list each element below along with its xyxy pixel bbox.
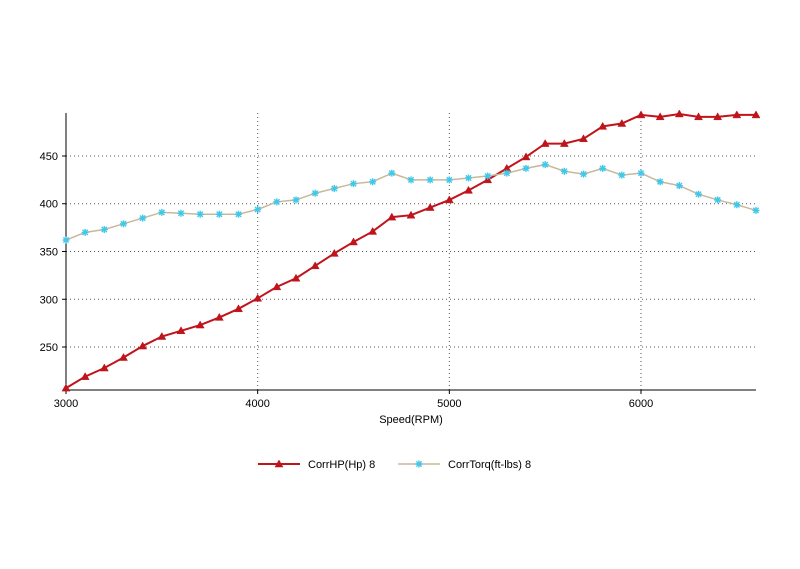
data-point-triangle xyxy=(444,195,454,204)
data-point-star xyxy=(62,236,70,244)
x-tick-label: 6000 xyxy=(629,398,653,410)
data-point-triangle xyxy=(579,134,588,143)
x-tick-label: 5000 xyxy=(437,398,461,410)
data-point-star xyxy=(415,460,423,468)
data-point-triangle xyxy=(713,112,723,121)
data-point-star xyxy=(100,226,108,234)
data-point-star xyxy=(752,206,760,214)
data-point-star xyxy=(273,198,281,206)
data-point-triangle xyxy=(138,341,148,350)
data-point-star xyxy=(254,205,262,213)
series xyxy=(61,109,761,392)
data-point-star xyxy=(733,201,741,209)
data-point-star xyxy=(158,208,166,216)
y-tick-label: 250 xyxy=(40,342,58,354)
data-point-star xyxy=(503,169,511,177)
data-point-star xyxy=(522,164,530,172)
data-point-triangle xyxy=(406,210,416,219)
data-point-triangle xyxy=(119,353,128,361)
data-point-star xyxy=(445,176,453,184)
legend-label: CorrTorq(ft-lbs) 8 xyxy=(448,459,531,471)
data-point-star xyxy=(656,178,664,186)
data-point-star xyxy=(196,210,204,218)
data-point-triangle xyxy=(425,203,435,211)
data-point-triangle xyxy=(368,226,378,235)
data-point-triangle xyxy=(674,109,684,118)
data-point-triangle xyxy=(214,312,224,321)
data-point-star xyxy=(292,196,300,204)
series-corr-torq xyxy=(62,161,760,244)
y-tick-label: 450 xyxy=(40,151,58,163)
data-point-triangle xyxy=(195,320,205,329)
series-corr-hp xyxy=(61,109,761,392)
grid xyxy=(66,113,756,390)
x-tick-label: 4000 xyxy=(245,398,269,410)
data-point-triangle xyxy=(617,119,627,127)
data-point-star xyxy=(235,210,242,218)
data-point-triangle xyxy=(80,372,90,380)
series-line xyxy=(65,163,757,241)
data-point-star xyxy=(560,167,568,175)
data-point-triangle xyxy=(540,139,550,147)
data-point-triangle xyxy=(253,293,263,302)
data-point-triangle xyxy=(521,152,531,161)
y-tick-label: 300 xyxy=(40,294,58,306)
data-point-star xyxy=(465,174,472,182)
legend-label: CorrHP(Hp) 8 xyxy=(308,459,375,471)
data-point-triangle xyxy=(636,110,646,119)
data-point-star xyxy=(675,182,683,190)
data-point-triangle xyxy=(310,261,320,270)
data-point-triangle xyxy=(61,383,71,392)
data-point-triangle xyxy=(99,363,109,372)
data-point-star xyxy=(215,210,223,218)
data-point-triangle xyxy=(329,248,339,257)
x-axis-label: Speed(RPM) xyxy=(379,414,443,426)
data-point-star xyxy=(541,161,549,169)
data-point-triangle xyxy=(291,273,301,282)
data-point-triangle xyxy=(732,110,742,119)
data-point-star xyxy=(618,171,626,179)
data-point-star xyxy=(714,196,722,204)
data-point-triangle xyxy=(157,332,167,340)
data-point-star xyxy=(139,214,147,222)
x-tick-label: 3000 xyxy=(54,398,78,410)
legend-item-corr-hp: CorrHP(Hp) 8 xyxy=(258,459,375,471)
data-point-triangle xyxy=(274,459,284,468)
data-point-triangle xyxy=(176,326,186,335)
data-point-triangle xyxy=(598,121,608,130)
data-point-star xyxy=(81,228,89,236)
data-point-triangle xyxy=(234,304,243,313)
legend-item-corr-torq: CorrTorq(ft-lbs) 8 xyxy=(398,459,531,471)
y-tick-label: 400 xyxy=(40,199,58,211)
data-point-star xyxy=(369,178,377,186)
tick-labels: 250 300 350 400 450 3000 4000 5000 6000 xyxy=(40,151,654,410)
data-point-star xyxy=(120,220,127,228)
y-tick-label: 350 xyxy=(40,247,58,259)
data-point-star xyxy=(177,209,185,217)
legend: CorrHP(Hp) 8 CorrTorq(ft-lbs) 8 xyxy=(258,459,531,471)
data-point-star xyxy=(350,180,357,188)
data-point-triangle xyxy=(694,112,703,121)
data-point-star xyxy=(580,170,587,178)
data-point-triangle xyxy=(655,112,665,121)
data-point-star xyxy=(407,176,415,184)
data-point-triangle xyxy=(349,237,358,246)
data-point-star xyxy=(695,190,702,198)
data-point-star xyxy=(599,164,607,172)
data-point-triangle xyxy=(464,185,473,194)
data-point-star xyxy=(637,169,645,177)
data-point-star xyxy=(330,184,338,192)
data-point-triangle xyxy=(751,110,761,119)
data-point-triangle xyxy=(272,282,282,291)
data-point-triangle xyxy=(559,139,569,147)
data-point-star xyxy=(388,169,396,177)
data-point-star xyxy=(311,189,319,197)
data-point-star xyxy=(426,176,434,184)
data-point-star xyxy=(484,172,492,180)
data-point-triangle xyxy=(387,212,397,221)
